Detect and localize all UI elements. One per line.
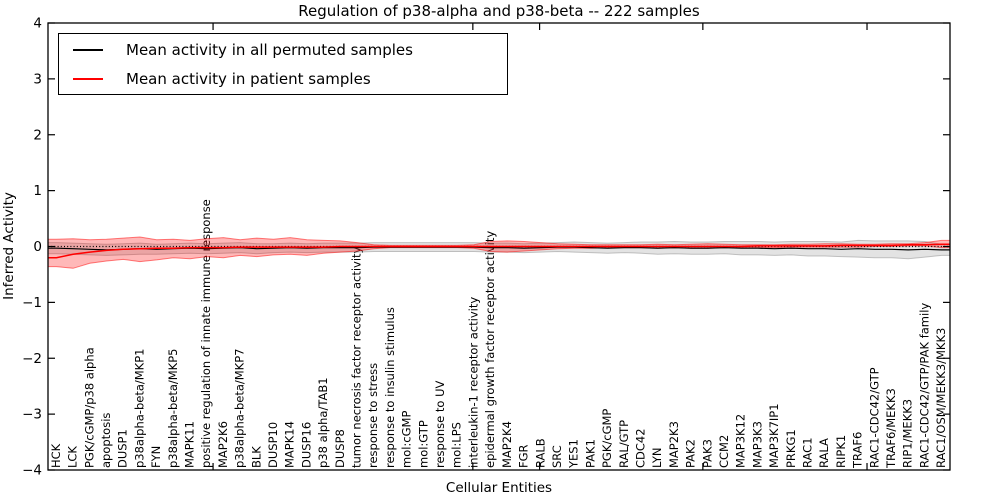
x-category-label: response to UV: [433, 380, 447, 468]
x-category-label: mol:cGMP: [400, 411, 414, 468]
confidence-bands: [48, 236, 950, 269]
std-band-edge: [48, 236, 950, 246]
black-line-swatch-icon: [73, 48, 103, 51]
y-tick-label: −1: [22, 295, 42, 311]
legend-item-permuted: Mean activity in all permuted samples: [59, 35, 507, 64]
x-category-label: MAP3K3: [750, 421, 764, 468]
x-category-label: MAPK14: [283, 421, 297, 468]
x-category-label: response to stress: [366, 363, 380, 468]
x-category-label: LCK: [66, 446, 80, 468]
std-band-edge: [48, 245, 950, 269]
x-category-label: epidermal growth factor receptor activit…: [483, 231, 497, 468]
x-category-label: MAP3K12: [734, 414, 748, 468]
x-category-label: PAK3: [700, 439, 714, 468]
mean-lines: [48, 243, 950, 259]
y-tick-label: 1: [33, 183, 42, 199]
x-category-label: mol:GTP: [416, 420, 430, 468]
red-line-swatch-icon: [73, 77, 103, 80]
std-band: [48, 237, 950, 269]
x-category-label: interleukin-1 receptor activity: [466, 297, 480, 468]
x-category-label: DUSP8: [333, 429, 347, 468]
x-category-label: RAL/GTP: [617, 420, 631, 468]
x-category-label: MAP3K7IP1: [767, 403, 781, 468]
x-category-label: RAC1-CDC42/GTP: [867, 367, 881, 468]
y-tick-label: −4: [22, 463, 42, 479]
x-category-label: YES1: [567, 439, 581, 469]
x-category-label: RIPK1: [834, 435, 848, 468]
x-category-label: mol:LPS: [450, 422, 464, 468]
x-category-label: apoptosis: [99, 413, 113, 468]
chart-title: Regulation of p38-alpha and p38-beta -- …: [298, 2, 700, 20]
x-category-label: RAC1-CDC42/GTP/PAK family: [917, 303, 931, 468]
x-category-label: PAK1: [583, 439, 597, 468]
x-category-label: DUSP1: [116, 429, 130, 468]
x-category-label: PAK2: [684, 439, 698, 468]
y-axis-title: Inferred Activity: [1, 192, 17, 300]
x-category-label: SRC: [550, 445, 564, 468]
y-tick-label: 2: [33, 127, 42, 143]
x-category-label: BLK: [249, 446, 263, 468]
std-band: [48, 240, 950, 259]
x-category-label: p38 alpha/TAB1: [316, 377, 330, 468]
std-band-edge: [48, 239, 950, 245]
x-category-label: TRAF6: [851, 432, 865, 469]
x-category-label: tumor necrosis factor receptor activity: [350, 246, 364, 468]
x-category-label: response to insulin stimulus: [383, 307, 397, 468]
mean-line: [48, 243, 950, 259]
legend-label-patient: Mean activity in patient samples: [126, 69, 371, 88]
x-category-labels: HCK LCK PGK/cGMP/p38 alpha apoptosis DUSP1 p3…: [49, 199, 948, 469]
x-category-label: p38alpha-beta/MKP1: [132, 349, 146, 468]
x-category-label: DUSP10: [266, 422, 280, 468]
x-category-label: p38alpha-beta/MKP5: [166, 349, 180, 468]
y-tick-label: 4: [33, 16, 42, 32]
x-category-label: RALA: [817, 438, 831, 468]
x-category-label: CDC42: [633, 428, 647, 468]
axes-frame: 4 3 2 1 0 −1 −2 −3 −4: [22, 16, 951, 479]
x-category-label: MAP2K4: [500, 421, 514, 468]
x-category-label: RIP1/MEKK3: [901, 399, 915, 468]
x-category-label: MAP2K6: [216, 421, 230, 468]
x-category-label: PRKG1: [784, 429, 798, 468]
x-category-label: p38alpha-beta/MKP7: [233, 349, 247, 468]
x-category-label: PGK/cGMP: [600, 409, 614, 468]
x-category-label: FGR: [517, 444, 531, 468]
x-category-label: RAC1: [801, 437, 815, 468]
x-category-label: DUSP16: [299, 422, 313, 468]
x-category-label: CCM2: [717, 435, 731, 468]
legend-label-permuted: Mean activity in all permuted samples: [126, 40, 413, 59]
y-tick-label: −2: [22, 351, 42, 367]
x-category-label: RALB: [533, 438, 547, 468]
x-category-label: PGK/cGMP/p38 alpha: [82, 347, 96, 468]
x-category-label: LYN: [650, 447, 664, 468]
y-tick-label: 0: [33, 239, 42, 255]
x-axis-title: Cellular Entities: [446, 480, 552, 496]
legend-item-patient: Mean activity in patient samples: [59, 64, 507, 93]
x-category-label: RAC1/OSM/MEKK3/MKK3: [934, 328, 948, 468]
x-category-label: MAP2K3: [667, 421, 681, 468]
y-tick-label: −3: [22, 407, 42, 423]
x-category-label: HCK: [49, 443, 63, 468]
y-tick-label: 3: [33, 71, 42, 87]
x-category-label: positive regulation of innate immune res…: [199, 199, 213, 468]
x-category-label: MAPK11: [182, 421, 196, 468]
x-category-label: FYN: [149, 446, 163, 468]
x-category-label: TRAF6/MEKK3: [884, 388, 898, 469]
legend: Mean activity in all permuted samples Me…: [58, 33, 508, 95]
